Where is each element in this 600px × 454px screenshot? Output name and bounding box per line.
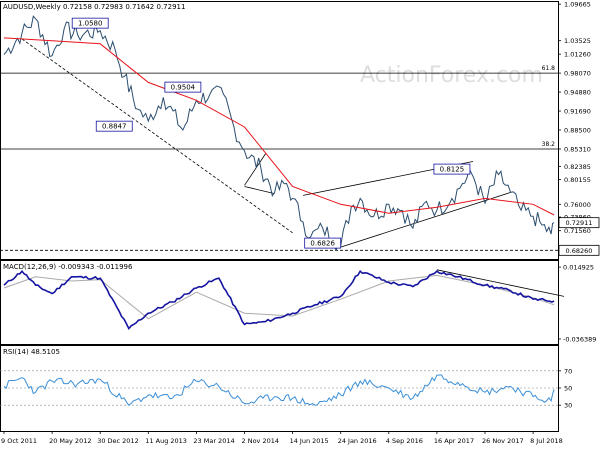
price-ytick-label-6: 0.88500 bbox=[564, 127, 591, 135]
macd-ytick-label-0: 0.014925 bbox=[563, 264, 594, 272]
macd-line bbox=[3, 269, 555, 331]
price-ytick-label-4: 0.94880 bbox=[564, 89, 591, 97]
rsi-title: RSI(14) 48.5105 bbox=[3, 348, 60, 356]
level-label-0: 61.8 bbox=[542, 65, 556, 72]
support-price-box bbox=[558, 244, 600, 256]
falling-trendline bbox=[21, 38, 293, 234]
rsi-line bbox=[3, 374, 555, 406]
label-1-0580: 1.0580 bbox=[78, 20, 103, 28]
label-0-9504-box bbox=[164, 81, 202, 93]
macd-ytick-label-1: -0.036389 bbox=[563, 335, 596, 343]
macd-title: MACD(12,26,9) -0.009343 -0.011996 bbox=[3, 263, 133, 271]
x-label-0: 9 Oct 2011 bbox=[1, 437, 37, 445]
x-label-4: 23 Mar 2014 bbox=[193, 437, 234, 445]
price-ytick-label-5: 0.91690 bbox=[564, 108, 591, 116]
rsi-ytick-label-2: 30 bbox=[564, 402, 572, 410]
price-panel-frame bbox=[0, 1, 559, 260]
label-0-8125-box bbox=[433, 163, 471, 175]
price-ytick-label-8: 0.82385 bbox=[564, 163, 591, 171]
label-1-0580-box bbox=[71, 17, 109, 29]
price-ytick-label-7: 0.85310 bbox=[564, 145, 591, 153]
price-ytick-label-10: 0.76000 bbox=[564, 201, 591, 209]
ema-series-line bbox=[3, 37, 555, 216]
label-0-6826-box bbox=[304, 237, 342, 249]
watermark: ActionForex.com bbox=[360, 63, 543, 88]
label-0-8847-box bbox=[95, 120, 133, 132]
macd-trendline bbox=[436, 269, 565, 297]
x-label-10: 26 Nov 2017 bbox=[482, 437, 524, 445]
x-label-7: 24 Jan 2016 bbox=[338, 437, 377, 445]
label-0-8125: 0.8125 bbox=[440, 166, 465, 174]
rsi-panel-frame bbox=[0, 345, 559, 432]
level-label-1: 38.2 bbox=[542, 141, 556, 148]
x-label-5: 2 Nov 2014 bbox=[242, 437, 280, 445]
label-0-6826: 0.6826 bbox=[310, 240, 335, 248]
wedge-lower-line bbox=[244, 186, 275, 194]
price-ytick-label-0: 1.09665 bbox=[564, 1, 591, 9]
x-label-6: 14 Jun 2015 bbox=[290, 437, 329, 445]
price-header: AUDUSD,Weekly 0.72158 0.72983 0.71642 0.… bbox=[3, 3, 185, 11]
x-label-3: 11 Aug 2013 bbox=[145, 437, 187, 445]
rsi-ytick-label-0: 70 bbox=[564, 367, 572, 375]
x-label-9: 16 Apr 2017 bbox=[434, 437, 474, 445]
x-label-11: 8 Jul 2018 bbox=[530, 437, 563, 445]
price-ytick-label-12: 0.71560 bbox=[564, 227, 591, 235]
price-ytick-label-9: 0.80155 bbox=[564, 176, 591, 184]
current-price-label: 0.72911 bbox=[566, 219, 593, 227]
current-price-box bbox=[558, 217, 600, 229]
price-ytick-label-2: 1.01260 bbox=[564, 51, 591, 59]
x-label-8: 4 Sep 2016 bbox=[386, 437, 423, 445]
wedge-upper-line bbox=[244, 153, 266, 186]
x-label-2: 30 Dec 2012 bbox=[97, 437, 139, 445]
support-price-label: 0.68260 bbox=[566, 247, 593, 255]
price-ytick-label-1: 1.03525 bbox=[564, 37, 591, 45]
price-ytick-label-3: 0.98070 bbox=[564, 70, 591, 78]
label-0-8847: 0.8847 bbox=[102, 123, 127, 131]
macd-panel-frame bbox=[0, 260, 559, 345]
x-label-1: 20 May 2012 bbox=[49, 437, 91, 445]
label-0-9504: 0.9504 bbox=[171, 84, 196, 92]
rsi-ytick-label-1: 50 bbox=[564, 385, 572, 393]
channel-lower-line bbox=[340, 192, 511, 248]
